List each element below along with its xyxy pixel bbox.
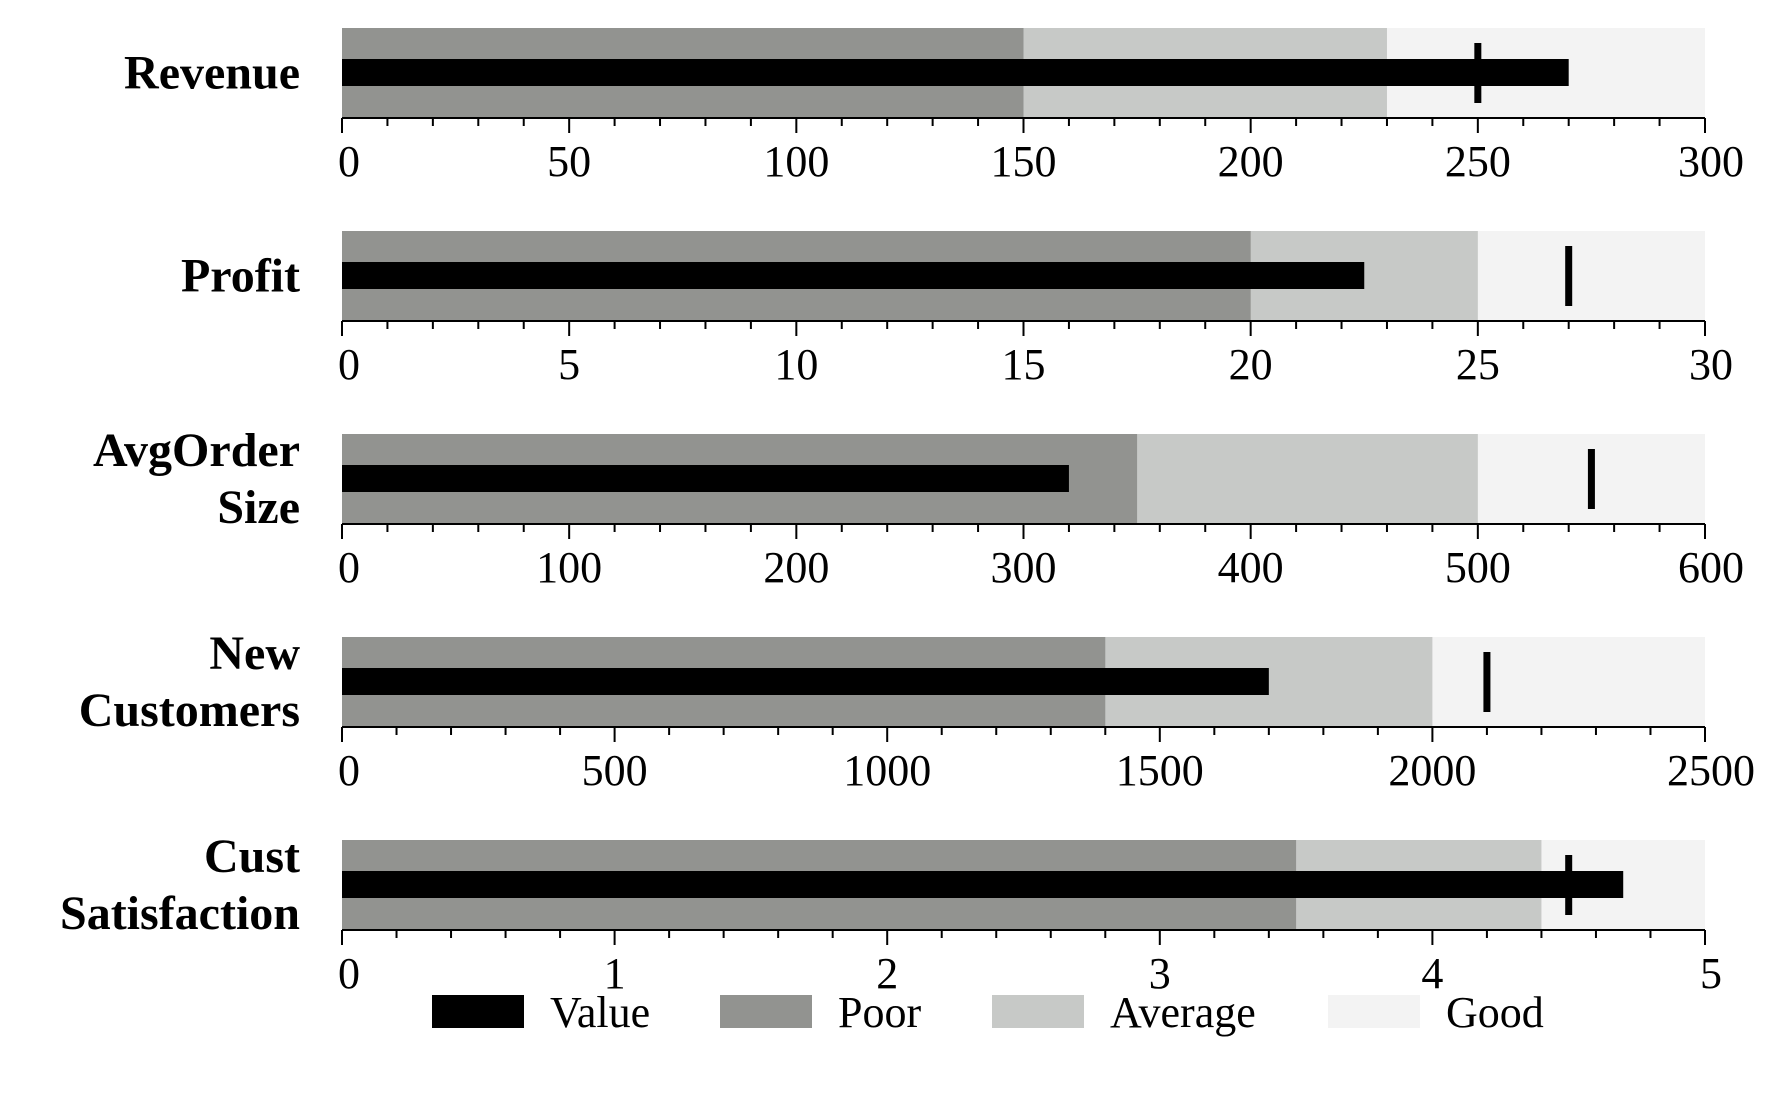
tick-label: 0 — [338, 746, 360, 795]
tick-label: 2000 — [1388, 746, 1476, 795]
target-marker-new-customers — [1483, 652, 1491, 712]
metric-label-avgorder-size: Size — [217, 481, 300, 534]
metric-label-cust-satisfaction: Satisfaction — [60, 887, 300, 940]
legend-label-average: Average — [1110, 988, 1256, 1037]
tick-label: 300 — [991, 543, 1057, 592]
tick-label: 1000 — [843, 746, 931, 795]
tick-label: 20 — [1229, 340, 1273, 389]
tick-label: 0 — [338, 340, 360, 389]
target-marker-cust-satisfaction — [1565, 855, 1573, 915]
legend-label-value: Value — [550, 988, 650, 1037]
tick-label: 200 — [1218, 137, 1284, 186]
target-marker-avgorder-size — [1587, 449, 1595, 509]
metric-label-profit: Profit — [181, 250, 300, 303]
tick-label: 5 — [558, 340, 580, 389]
legend-label-good: Good — [1446, 988, 1544, 1037]
tick-label: 100 — [536, 543, 602, 592]
tick-label: 2500 — [1667, 746, 1755, 795]
tick-label: 2 — [876, 949, 898, 998]
tick-label: 200 — [763, 543, 829, 592]
tick-label: 30 — [1689, 340, 1733, 389]
tick-label: 150 — [991, 137, 1057, 186]
target-marker-revenue — [1474, 43, 1482, 103]
legend-swatch-poor — [720, 995, 812, 1028]
value-bar-revenue — [342, 59, 1569, 86]
target-marker-profit — [1565, 246, 1573, 306]
value-bar-new-customers — [342, 668, 1269, 695]
tick-label: 10 — [774, 340, 818, 389]
legend-swatch-average — [992, 995, 1084, 1028]
value-bar-cust-satisfaction — [342, 871, 1624, 898]
legend-label-poor: Poor — [838, 988, 921, 1037]
tick-label: 500 — [1445, 543, 1511, 592]
metric-label-new-customers: New — [209, 627, 300, 680]
tick-label: 100 — [763, 137, 829, 186]
tick-label: 1500 — [1116, 746, 1204, 795]
metric-label-avgorder-size: AvgOrder — [93, 424, 300, 477]
value-bar-avgorder-size — [342, 465, 1069, 492]
tick-label: 600 — [1678, 543, 1744, 592]
tick-label: 25 — [1456, 340, 1500, 389]
tick-label: 400 — [1218, 543, 1284, 592]
tick-label: 0 — [338, 137, 360, 186]
legend-swatch-value — [432, 995, 524, 1028]
tick-label: 500 — [582, 746, 648, 795]
tick-label: 0 — [338, 949, 360, 998]
tick-label: 15 — [1002, 340, 1046, 389]
metric-label-revenue: Revenue — [124, 47, 300, 100]
tick-label: 250 — [1445, 137, 1511, 186]
tick-label: 1 — [604, 949, 626, 998]
tick-label: 3 — [1149, 949, 1171, 998]
metric-label-new-customers: Customers — [79, 684, 300, 737]
metric-label-cust-satisfaction: Cust — [204, 830, 300, 883]
tick-label: 4 — [1421, 949, 1443, 998]
tick-label: 5 — [1700, 949, 1722, 998]
value-bar-profit — [342, 262, 1365, 289]
legend-swatch-good — [1328, 995, 1420, 1028]
tick-label: 0 — [338, 543, 360, 592]
tick-label: 300 — [1678, 137, 1744, 186]
tick-label: 50 — [547, 137, 591, 186]
